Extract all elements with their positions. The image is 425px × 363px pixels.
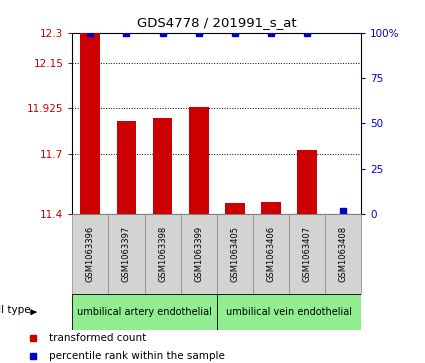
Bar [153,118,173,214]
Bar [116,121,136,214]
Text: GSM1063399: GSM1063399 [194,226,203,282]
Bar [297,150,317,214]
Text: GSM1063398: GSM1063398 [158,226,167,282]
FancyBboxPatch shape [108,214,144,294]
FancyBboxPatch shape [72,214,108,294]
Text: percentile rank within the sample: percentile rank within the sample [49,351,224,362]
Text: GSM1063405: GSM1063405 [230,226,239,282]
Text: umbilical artery endothelial: umbilical artery endothelial [77,307,212,317]
FancyBboxPatch shape [181,214,217,294]
FancyBboxPatch shape [72,294,217,330]
Bar [225,203,245,214]
Text: GSM1063406: GSM1063406 [266,226,275,282]
FancyBboxPatch shape [144,214,181,294]
Text: GSM1063408: GSM1063408 [339,226,348,282]
Bar [80,33,100,214]
FancyBboxPatch shape [289,214,325,294]
Text: GSM1063407: GSM1063407 [303,226,312,282]
FancyBboxPatch shape [217,294,361,330]
Text: transformed count: transformed count [49,334,146,343]
FancyBboxPatch shape [217,214,253,294]
Text: GSM1063396: GSM1063396 [86,226,95,282]
FancyBboxPatch shape [253,214,289,294]
FancyBboxPatch shape [325,214,361,294]
Bar [189,107,209,214]
Text: umbilical vein endothelial: umbilical vein endothelial [226,307,352,317]
Text: GSM1063397: GSM1063397 [122,226,131,282]
Bar [261,202,281,214]
Title: GDS4778 / 201991_s_at: GDS4778 / 201991_s_at [137,16,297,29]
Text: cell type: cell type [0,305,30,315]
